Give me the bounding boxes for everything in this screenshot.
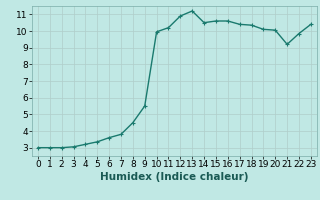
X-axis label: Humidex (Indice chaleur): Humidex (Indice chaleur): [100, 172, 249, 182]
